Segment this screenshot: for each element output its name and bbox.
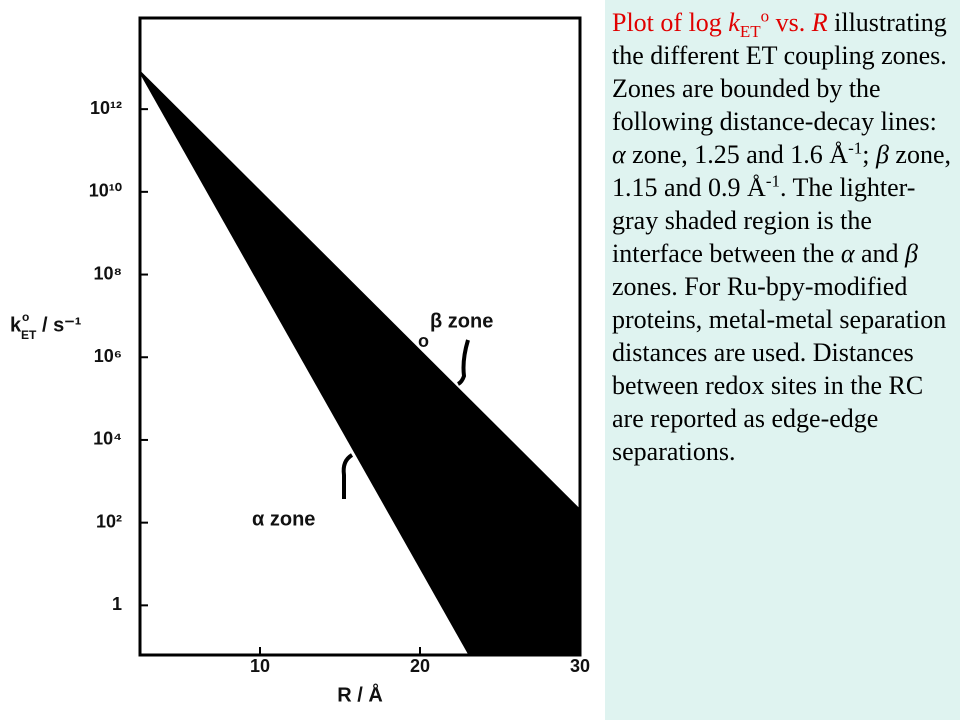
y-label-sup: o xyxy=(22,310,29,324)
annotation: o xyxy=(418,331,429,351)
caption-run: β xyxy=(905,239,918,268)
caption-run: k xyxy=(728,8,740,37)
pointer xyxy=(341,453,354,499)
caption-run: -1 xyxy=(848,138,863,158)
caption-run: zone, 1.15 and 0.9 Å xyxy=(612,140,952,202)
y-tick-label: 10² xyxy=(96,511,122,531)
y-tick-label: 10¹⁰ xyxy=(89,181,122,201)
caption-run: o xyxy=(760,6,770,26)
y-tick-label: 10⁴ xyxy=(93,429,122,449)
boundary-line xyxy=(140,71,471,655)
annotation: β zone xyxy=(430,310,493,332)
plot-frame xyxy=(138,16,582,657)
caption-run: β xyxy=(875,140,889,169)
pointer xyxy=(457,339,470,386)
caption-panel xyxy=(605,0,960,720)
annotation: α zone xyxy=(252,508,315,530)
caption-run: illustrating the different ET coupling z… xyxy=(612,8,947,136)
caption-run: α xyxy=(840,239,855,268)
x-label: R / Å xyxy=(337,682,383,706)
caption-run: . The lighter-gray shaded region is the … xyxy=(612,173,916,268)
y-tick-label: 10⁶ xyxy=(94,346,122,366)
boundary-line xyxy=(140,71,580,511)
caption-run: and xyxy=(854,239,906,268)
chart: k o ET / s⁻¹ R / Å β zone α zone o 1 10² 1… xyxy=(10,16,590,706)
y-tick-label: 10¹² xyxy=(90,98,122,118)
caption-run: ; xyxy=(862,140,876,169)
x-tick-label: 30 xyxy=(570,656,590,676)
caption-run: α xyxy=(612,140,626,169)
x-tick-label: 20 xyxy=(410,656,430,676)
caption-run: Plot of log xyxy=(612,8,729,37)
caption-run: vs. xyxy=(769,8,812,37)
y-label-sub: ET xyxy=(21,328,37,342)
caption-run: ET xyxy=(739,22,761,42)
zone-fill xyxy=(140,71,580,655)
caption-run: -1 xyxy=(765,171,780,191)
y-tick-label: 1 xyxy=(112,594,122,614)
caption: Plot of log kETo vs. R illustrating the … xyxy=(612,6,952,468)
x-tick-label: 10 xyxy=(250,656,270,676)
caption-run: zones. For Ru-bpy-modified proteins, met… xyxy=(612,272,947,466)
caption-run: R xyxy=(811,8,828,37)
caption-run: zone, 1.25 and 1.6 Å xyxy=(625,140,849,169)
y-label-symbol: k xyxy=(10,314,22,336)
y-tick-label: 10⁸ xyxy=(93,263,122,283)
y-label-unit: / s⁻¹ xyxy=(42,314,82,336)
